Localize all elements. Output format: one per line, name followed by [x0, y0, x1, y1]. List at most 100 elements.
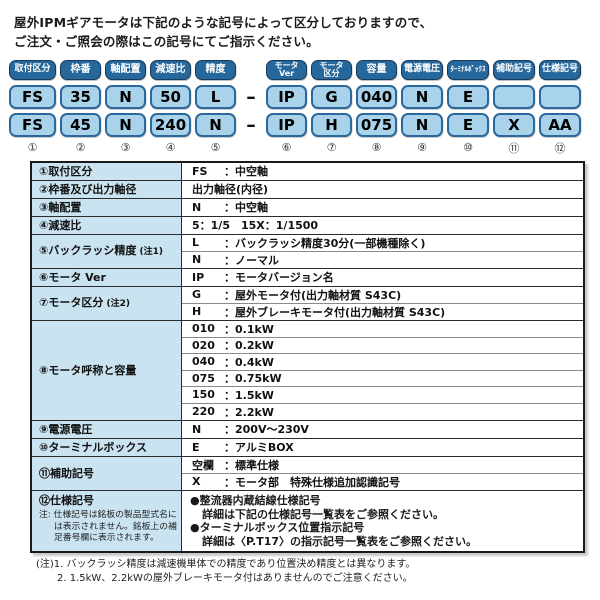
- row-value-code: L: [192, 236, 200, 250]
- row-value-code: 040: [192, 355, 215, 369]
- code-value-r1-col-4: 50: [150, 85, 191, 109]
- row-value-desc: ：ノーマル: [224, 253, 279, 267]
- code-value-r1-col-8: 040: [356, 85, 397, 109]
- footer-notes: (注)1. バックラッシ精度は減速機単体での精度であり位置決め精度とは異なります…: [36, 558, 415, 585]
- table-group-①: ①取付区分 FS ：中空軸: [32, 163, 583, 181]
- code-value-r1-col-11: [493, 85, 535, 109]
- code-dash: –: [246, 114, 256, 136]
- code-col-number-7: ⑦: [326, 141, 337, 154]
- code-col-number-9: ⑨: [417, 141, 427, 154]
- code-header-line: 区分: [323, 69, 340, 78]
- code-col-number-1: ①: [27, 141, 38, 154]
- row-value-desc: ：屋外モータ付(出力軸材質 S43C): [224, 288, 402, 302]
- table-row-label: ④減速比: [32, 217, 182, 234]
- row-value-desc: ：1.5kW: [224, 388, 274, 402]
- table-sub-row: X ：モータ部 特殊仕様追加認識記号: [182, 474, 583, 491]
- code-col-number-12: ⑫: [554, 141, 566, 155]
- row-value-code: 075: [192, 371, 215, 385]
- code-value-r1-col-5: L: [195, 85, 236, 109]
- row-label-text: ⑦モータ区分 (注2): [39, 296, 130, 309]
- table-group-⑧: ⑧モータ呼称と容量 010 ：0.1kW 020 ：0.2kW 040 ：0.4kW 075 ：…: [32, 321, 583, 421]
- code-header-col-1: 取付区分: [9, 60, 56, 80]
- row-value-desc: ：0.4kW: [224, 355, 274, 369]
- row-value-code: IP: [192, 270, 205, 284]
- code-value-r2-col-12: AA: [539, 113, 581, 137]
- table-sub-row: G ：屋外モータ付(出力軸材質 S43C): [182, 287, 583, 304]
- code-col-number-3: ③: [120, 141, 131, 154]
- code-value-r1-col-7: G: [311, 85, 352, 109]
- code-value-r1-col-3: N: [105, 85, 146, 109]
- row-value-text: 5：1/5 15X：1/1500: [192, 219, 319, 233]
- code-header-col-4: 減速比: [150, 60, 191, 80]
- row-label-text: ⑨電源電圧: [39, 423, 93, 436]
- row-label-text: ②枠番及び出力軸径: [39, 183, 137, 196]
- model-code-diagram: 取付区分 枠番 軸配置 減速比 精度 モータ Ver モータ 区分 容量 電源電圧 ﾀｰﾐﾅﾙﾎﾞｯｸ…: [9, 60, 585, 155]
- code-col-number-8: ⑧: [371, 141, 382, 154]
- table-group-②: ②枠番及び出力軸径 出力軸径(内径): [32, 181, 583, 199]
- diagram-row-val: FS 35 N 50 L – IP G 040 N E: [9, 85, 585, 109]
- row-label-text: ⑩ターミナルボックス: [39, 441, 147, 454]
- bullet-title: ●ターミナルボックス位置指示記号: [190, 521, 365, 534]
- row-label-text: ④減速比: [39, 219, 82, 232]
- bullet-detail: 詳細は下記の仕様記号一覧表をご参照ください。: [202, 507, 444, 521]
- row-label-note: (注2): [103, 299, 130, 309]
- table-sub-row: 010 ：0.1kW: [182, 321, 583, 338]
- row-value-desc: ：0.1kW: [224, 322, 274, 336]
- row-value-desc: ：0.2kW: [224, 339, 274, 353]
- code-header-col-8: 容量: [356, 60, 397, 80]
- intro-paragraph: 屋外IPMギアモータは下記のような記号によって区分しておりますので、 ご注文・ご…: [14, 13, 432, 51]
- code-header-line: モータ: [319, 60, 344, 70]
- table-sub-row: L ：バックラッシ精度30分(一部機種除く): [182, 235, 583, 252]
- row-value-code: 150: [192, 388, 215, 402]
- row-label-text: ⑥モータ Ver: [39, 271, 106, 284]
- table-row-values: N ：中空軸: [182, 199, 583, 216]
- code-col-number-6: ⑥: [281, 141, 292, 154]
- code-header-col-5: 精度: [195, 60, 236, 80]
- table-row-label: ⑧モータ呼称と容量: [32, 321, 182, 420]
- table-row-values: G ：屋外モータ付(出力軸材質 S43C) H ：屋外ブレーキモータ付(出力軸材質 S…: [182, 287, 583, 320]
- table-row-label: ⑥モータ Ver: [32, 269, 182, 286]
- row-value-desc: ：中空軸: [224, 201, 268, 215]
- spec-table: ①取付区分 FS ：中空軸 ②枠番及び出力軸径 出力軸径(内径) ③軸配置 N ：中空軸 ④減速…: [30, 161, 585, 553]
- row-value-desc: ：中空軸: [224, 165, 268, 179]
- table-sub-row: 220 ：2.2kW: [182, 404, 583, 421]
- diagram-row-num: ① ② ③ ④ ⑤ ⑥ ⑦ ⑧ ⑨ ⑩ ⑪ ⑫: [9, 141, 585, 155]
- row-value-desc: ：バックラッシ精度30分(一部機種除く): [224, 236, 426, 250]
- table-sub-row: N ：中空軸: [182, 199, 583, 216]
- table-row-values: 出力軸径(内径): [182, 181, 583, 198]
- row-value-code: E: [192, 440, 200, 454]
- intro-line-1: 屋外IPMギアモータは下記のような記号によって区分しておりますので、: [14, 15, 433, 30]
- table-row-values: N ：200V～230V: [182, 421, 583, 438]
- row-value-desc: ：モータ部 特殊仕様追加認識記号: [224, 475, 400, 489]
- row-value-code: H: [192, 305, 202, 319]
- table-row-label: ③軸配置: [32, 199, 182, 216]
- code-header-col-12: 仕様記号: [539, 60, 581, 80]
- row-value-desc: ：アルミBOX: [224, 441, 294, 455]
- row-value-code: X: [192, 475, 201, 489]
- code-value-r1-col-1: FS: [9, 85, 56, 109]
- code-header-col-11: 補助記号: [493, 60, 535, 80]
- code-value-r2-col-1: FS: [9, 113, 56, 137]
- row-value-code: 空欄: [192, 458, 214, 472]
- row-label-note: (注1): [136, 247, 163, 257]
- table-row-label: ⑤バックラッシ精度 (注1): [32, 235, 182, 268]
- table-sub-row: FS ：中空軸: [182, 163, 583, 180]
- row-label-text: ⑫仕様記号: [39, 494, 94, 507]
- table-row-values: E ：アルミBOX: [182, 439, 583, 456]
- table-row-values: 010 ：0.1kW 020 ：0.2kW 040 ：0.4kW 075 ：0.75kW 150…: [182, 321, 583, 420]
- code-value-r2-col-5: N: [195, 113, 236, 137]
- table-row-label: ②枠番及び出力軸径: [32, 181, 182, 198]
- code-dash: –: [246, 86, 256, 108]
- row-value-desc: ：0.75kW: [224, 372, 282, 386]
- row-value-desc: ：200V～230V: [224, 423, 309, 437]
- row-value-desc: ：屋外ブレーキモータ付(出力軸材質 S43C): [224, 305, 446, 319]
- row-label-text: ⑤バックラッシ精度 (注1): [39, 244, 163, 257]
- table-group-③: ③軸配置 N ：中空軸: [32, 199, 583, 217]
- code-value-r2-col-8: 075: [356, 113, 397, 137]
- table-sub-row: H ：屋外ブレーキモータ付(出力軸材質 S43C): [182, 304, 583, 321]
- row-value-code: 020: [192, 338, 215, 352]
- code-value-r2-col-11: X: [493, 113, 535, 137]
- code-col-number-10: ⑩: [463, 141, 473, 154]
- code-value-r1-col-9: N: [401, 85, 443, 109]
